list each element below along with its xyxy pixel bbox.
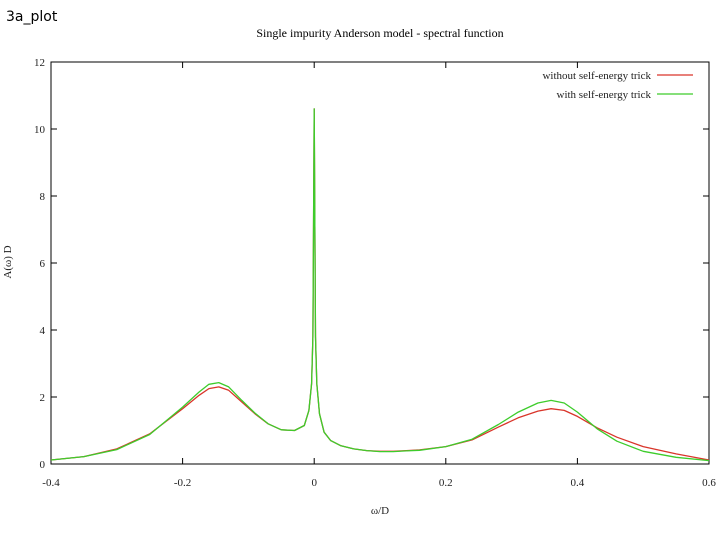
series-group [50,108,710,462]
legend-label-2: with self-energy trick [557,89,652,101]
legend: without self-energy trick with self-energ… [542,70,693,101]
x-tick-label: 0.4 [571,477,585,489]
chart-title: Single impurity Anderson model - spectra… [256,26,503,40]
series-line-2 [50,108,710,462]
y-tick-label: 4 [40,325,46,337]
axis-ticks: -0.4 -0.2 0 0.2 0.4 0.6 0 2 4 6 8 10 12 [34,57,716,489]
x-tick-label: 0 [311,477,317,489]
x-tick-label: 0.2 [439,477,453,489]
slide-title: 3a_plot [6,9,58,25]
y-tick-label: 10 [34,124,46,136]
y-tick-label: 0 [40,459,46,471]
y-axis-label: A(ω) D [2,245,14,278]
legend-label-1: without self-energy trick [542,70,651,82]
plot-frame [50,61,710,465]
y-tick-label: 2 [40,392,46,404]
x-axis-label: ω/D [371,505,389,517]
x-tick-label: -0.4 [42,477,60,489]
y-tick-label: 12 [34,57,45,69]
y-tick-label: 8 [40,191,46,203]
series-line-1 [50,108,710,461]
x-tick-label: -0.2 [174,477,191,489]
y-tick-label: 6 [40,258,46,270]
x-tick-label: 0.6 [702,477,716,489]
